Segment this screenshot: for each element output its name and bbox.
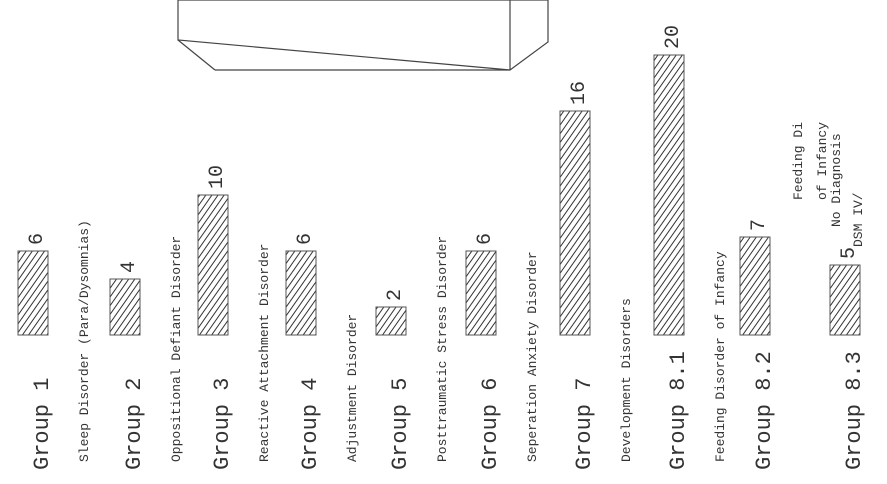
- bar: [198, 195, 228, 335]
- category-label: Group 8.3: [842, 351, 867, 470]
- value-label: 5: [838, 247, 861, 259]
- category-label: Group 5: [388, 378, 413, 470]
- category-label: Group 6: [478, 378, 503, 470]
- bar: [18, 251, 48, 335]
- category-description: of Infancy: [815, 122, 830, 200]
- category-description: Seperation Anxiety Disorder: [525, 251, 540, 462]
- value-label: 6: [294, 233, 317, 245]
- category-description: Feeding Di: [791, 122, 806, 200]
- category-description: DSM IV/: [851, 192, 866, 247]
- value-label: 7: [748, 219, 771, 231]
- bar: [830, 265, 860, 335]
- category-description: Feeding Disorder of Infancy: [713, 251, 728, 462]
- category-description: Reactive Attachment Disorder: [257, 244, 272, 462]
- bar: [740, 237, 770, 335]
- category-description: Oppositional Defiant Disorder: [169, 236, 184, 462]
- value-label: 2: [384, 289, 407, 301]
- category-description: Sleep Disorder (Para/Dysomnias): [77, 220, 92, 462]
- value-label: 16: [568, 81, 591, 105]
- category-label: Group 8.2: [752, 351, 777, 470]
- value-label: 6: [474, 233, 497, 245]
- bar: [286, 251, 316, 335]
- bar: [376, 307, 406, 335]
- bar: [560, 111, 590, 335]
- bar: [110, 279, 140, 335]
- category-label: Group 7: [572, 378, 597, 470]
- category-label: Group 4: [298, 378, 323, 470]
- category-description: Development Disorders: [619, 298, 634, 462]
- bar: [654, 55, 684, 335]
- category-label: Group 1: [30, 378, 55, 470]
- category-label: Group 8.1: [666, 351, 691, 470]
- category-description: Posttraumatic Stress Disorder: [435, 236, 450, 462]
- decor-box: [178, 0, 548, 70]
- value-label: 10: [206, 165, 229, 189]
- category-label: Group 2: [122, 378, 147, 470]
- bar: [466, 251, 496, 335]
- category-label: Group 3: [210, 378, 235, 470]
- value-label: 4: [118, 261, 141, 273]
- value-label: 20: [662, 25, 685, 49]
- value-label: 6: [26, 233, 49, 245]
- chart: Group 1 6 Sleep Disorder (Para/Dysomnias) G…: [0, 0, 887, 484]
- category-description: No Diagnosis: [829, 133, 844, 227]
- category-description: Adjustment Disorder: [345, 314, 360, 462]
